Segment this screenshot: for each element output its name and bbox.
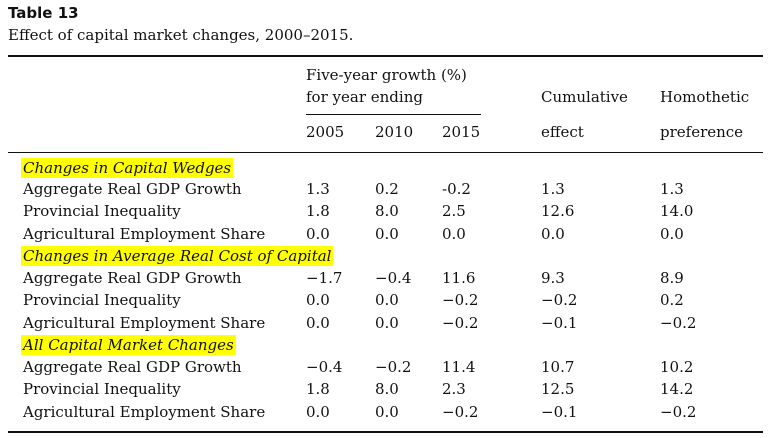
cell-cumulative: −0.1	[541, 314, 578, 332]
row-label: Agricultural Employment Share	[23, 403, 266, 421]
cell-2015: 11.4	[442, 358, 476, 376]
cell-2010: −0.4	[375, 269, 412, 287]
table-title: Table 13	[8, 4, 79, 22]
cell-2005: 0.0	[306, 291, 330, 309]
header-growth-line1: Five-year growth (%)	[306, 66, 467, 84]
cell-2005: 1.8	[306, 380, 330, 398]
cell-2010: 8.0	[375, 380, 399, 398]
cell-2015: -0.2	[442, 180, 471, 198]
cell-cumulative: 12.6	[541, 202, 575, 220]
header-cumulative-line1: Cumulative	[541, 88, 628, 106]
cell-homothetic: 0.0	[660, 225, 684, 243]
header-year-2005: 2005	[306, 123, 345, 141]
cell-2010: 0.0	[375, 225, 399, 243]
header-year-2010: 2010	[375, 123, 414, 141]
table-row: Provincial Inequality 0.0 0.0 −0.2 −0.2 …	[0, 289, 771, 311]
row-label: Aggregate Real GDP Growth	[23, 180, 242, 198]
header-subrule	[306, 114, 481, 115]
cell-2010: −0.2	[375, 358, 412, 376]
cell-homothetic: 0.2	[660, 291, 684, 309]
cell-2015: −0.2	[442, 291, 479, 309]
cell-cumulative: −0.1	[541, 403, 578, 421]
table-row: Provincial Inequality 1.8 8.0 2.3 12.5 1…	[0, 378, 771, 400]
cell-2005: −0.4	[306, 358, 343, 376]
cell-2005: 0.0	[306, 403, 330, 421]
cell-2010: 0.0	[375, 314, 399, 332]
table-caption: Effect of capital market changes, 2000–2…	[8, 26, 354, 44]
cell-homothetic: 10.2	[660, 358, 694, 376]
header-cumulative-line2: effect	[541, 123, 584, 141]
cell-2005: 0.0	[306, 314, 330, 332]
header-rule	[8, 152, 763, 153]
header-year-2015: 2015	[442, 123, 481, 141]
cell-2005: 1.3	[306, 180, 330, 198]
table-row: Agricultural Employment Share 0.0 0.0 −0…	[0, 401, 771, 423]
cell-2015: −0.2	[442, 403, 479, 421]
row-label: Provincial Inequality	[23, 202, 181, 220]
row-label: Provincial Inequality	[23, 291, 181, 309]
row-label: Aggregate Real GDP Growth	[23, 269, 242, 287]
cell-2010: 0.0	[375, 291, 399, 309]
cell-2010: 0.0	[375, 403, 399, 421]
cell-homothetic: −0.2	[660, 314, 697, 332]
table-row: Aggregate Real GDP Growth −0.4 −0.2 11.4…	[0, 356, 771, 378]
cell-2005: 0.0	[306, 225, 330, 243]
section-title: All Capital Market Changes	[21, 335, 236, 355]
cell-2015: −0.2	[442, 314, 479, 332]
cell-cumulative: 12.5	[541, 380, 575, 398]
cell-homothetic: 1.3	[660, 180, 684, 198]
table-row: Provincial Inequality 1.8 8.0 2.5 12.6 1…	[0, 200, 771, 222]
bottom-rule	[8, 431, 763, 433]
table-row: Aggregate Real GDP Growth −1.7 −0.4 11.6…	[0, 267, 771, 289]
cell-2015: 2.5	[442, 202, 466, 220]
section-title: Changes in Capital Wedges	[21, 158, 234, 178]
table-row: Aggregate Real GDP Growth 1.3 0.2 -0.2 1…	[0, 178, 771, 200]
cell-2010: 8.0	[375, 202, 399, 220]
cell-homothetic: 14.0	[660, 202, 694, 220]
cell-2010: 0.2	[375, 180, 399, 198]
cell-2005: −1.7	[306, 269, 343, 287]
table-row: Agricultural Employment Share 0.0 0.0 −0…	[0, 312, 771, 334]
row-label: Aggregate Real GDP Growth	[23, 358, 242, 376]
cell-cumulative: −0.2	[541, 291, 578, 309]
cell-2015: 11.6	[442, 269, 476, 287]
cell-2015: 2.3	[442, 380, 466, 398]
row-label: Provincial Inequality	[23, 380, 181, 398]
cell-cumulative: 9.3	[541, 269, 565, 287]
cell-homothetic: −0.2	[660, 403, 697, 421]
cell-2015: 0.0	[442, 225, 466, 243]
section-title: Changes in Average Real Cost of Capital	[21, 246, 334, 266]
cell-cumulative: 1.3	[541, 180, 565, 198]
cell-cumulative: 0.0	[541, 225, 565, 243]
header-homothetic-line1: Homothetic	[660, 88, 750, 106]
header-growth-line2: for year ending	[306, 88, 423, 106]
header-homothetic-line2: preference	[660, 123, 744, 141]
cell-homothetic: 14.2	[660, 380, 694, 398]
table-row: Agricultural Employment Share 0.0 0.0 0.…	[0, 223, 771, 245]
row-label: Agricultural Employment Share	[23, 314, 266, 332]
cell-cumulative: 10.7	[541, 358, 575, 376]
cell-2005: 1.8	[306, 202, 330, 220]
row-label: Agricultural Employment Share	[23, 225, 266, 243]
cell-homothetic: 8.9	[660, 269, 684, 287]
top-rule	[8, 55, 763, 57]
